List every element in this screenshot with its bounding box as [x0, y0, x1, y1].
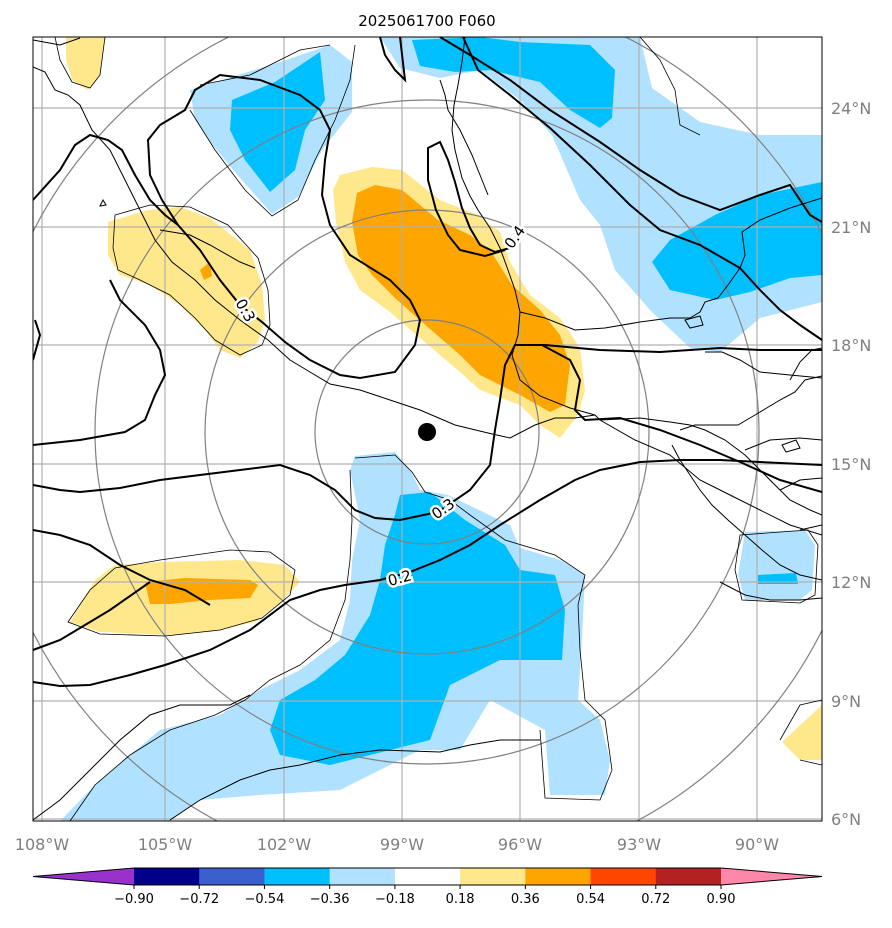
colorbar-tick-label: −0.72 [179, 892, 219, 907]
lat-label: 6°N [831, 810, 861, 829]
colorbar-segment [394, 868, 461, 885]
colorbar-segment [525, 868, 592, 885]
colorbar: −0.90 −0.72 −0.54 −0.36 −0.18 0.18 0.36 0.54 0.7… [32, 867, 823, 907]
colorbar-tick-label: 0.90 [707, 892, 736, 907]
graticule [33, 37, 822, 821]
lon-label: 90°W [735, 835, 779, 854]
colorbar-segment [329, 868, 396, 885]
colorbar-segment [199, 868, 265, 885]
colorbar-tick-label: 0.54 [576, 892, 605, 907]
lat-label: 12°N [831, 573, 871, 592]
map-frame [32, 36, 823, 822]
colorbar-segment [655, 868, 722, 885]
colorbar-segment [134, 868, 200, 885]
lat-label: 24°N [831, 99, 871, 118]
colorbar-extend-high [721, 868, 822, 885]
lon-label: 99°W [380, 835, 424, 854]
colorbar-tick-label: 0.18 [446, 892, 475, 907]
colorbar-tick-label: 0.36 [511, 892, 540, 907]
lon-label: 102°W [257, 835, 312, 854]
latitude-labels: 24°N 21°N 18°N 15°N 12°N 9°N 6°N [831, 99, 871, 829]
thick-contours [33, 37, 822, 688]
colorbar-tick-label: −0.36 [310, 892, 350, 907]
coastlines [33, 37, 822, 821]
colorbar-tick-label: −0.18 [375, 892, 415, 907]
map-title: 2025061700 F060 [358, 12, 495, 30]
colorbar-segment [264, 868, 331, 885]
lon-label: 105°W [138, 835, 193, 854]
range-rings [33, 37, 822, 821]
storm-center-marker [418, 423, 436, 441]
lon-label: 108°W [15, 835, 70, 854]
colorbar-tick-label: 0.72 [641, 892, 670, 907]
colorbar-segment [590, 868, 657, 885]
thin-contours [54, 37, 822, 821]
shading-orange [145, 185, 570, 604]
colorbar-extend-low [33, 868, 134, 885]
colorbar-tick-label: −0.54 [245, 892, 285, 907]
colorbar-segment [460, 868, 526, 885]
lon-label: 96°W [498, 835, 542, 854]
map-area: 0.4 0.3 0.3 0.2 [33, 37, 822, 821]
lat-label: 18°N [831, 336, 871, 355]
lat-label: 15°N [831, 455, 871, 474]
lon-label: 93°W [617, 835, 661, 854]
lat-label: 21°N [831, 218, 871, 237]
longitude-labels: 108°W 105°W 102°W 99°W 96°W 93°W 90°W [15, 835, 779, 854]
lat-label: 9°N [831, 692, 861, 711]
colorbar-tick-label: −0.90 [114, 892, 154, 907]
